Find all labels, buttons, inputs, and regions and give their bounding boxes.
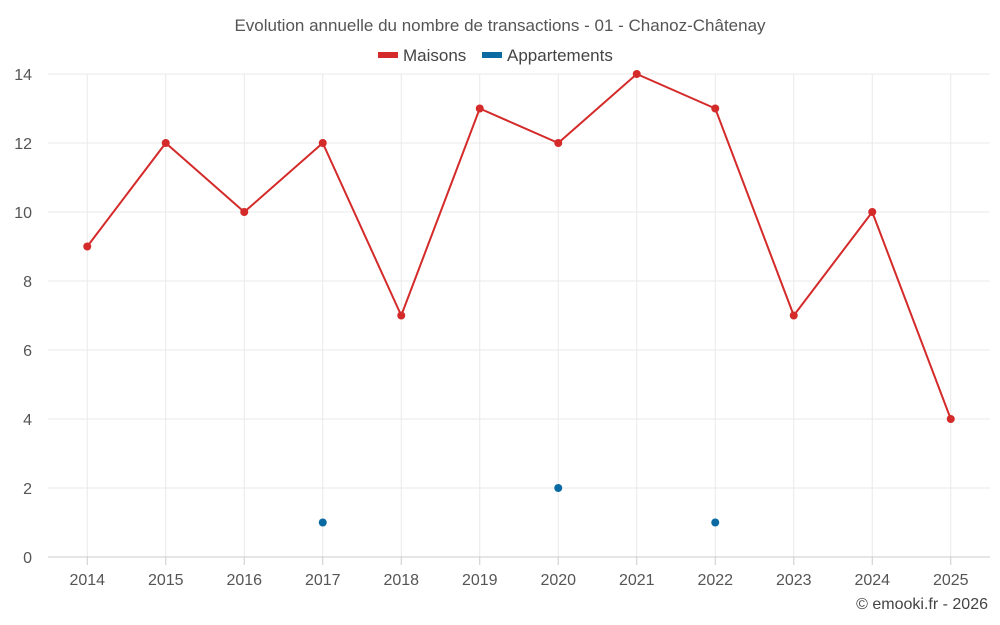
data-point-maisons[interactable] xyxy=(711,104,720,113)
data-point-maisons[interactable] xyxy=(318,139,327,147)
chart-title: Evolution annuelle du nombre de transact… xyxy=(234,16,766,35)
x-tick-label: 2022 xyxy=(697,572,733,589)
data-point-maisons[interactable] xyxy=(632,70,641,78)
axes xyxy=(48,556,990,565)
y-tick-labels: 0 2 4 6 8 10 12 14 xyxy=(14,67,32,567)
y-tick-label: 12 xyxy=(14,136,32,153)
y-tick-label: 6 xyxy=(23,343,32,360)
data-point-maisons[interactable] xyxy=(475,104,484,113)
grid xyxy=(48,73,990,557)
legend-label-maisons: Maisons xyxy=(403,46,466,65)
x-tick-label: 2020 xyxy=(540,572,576,589)
data-point-maisons[interactable] xyxy=(161,139,170,147)
y-tick-label: 2 xyxy=(23,481,32,498)
data-point-appartements[interactable] xyxy=(318,518,327,527)
data-point-appartements[interactable] xyxy=(711,518,720,527)
data-point-appartements[interactable] xyxy=(554,484,563,492)
y-tick-label: 8 xyxy=(23,274,32,291)
x-tick-labels: 2014 2015 2016 2017 2018 2019 2020 2021 2022 2023… xyxy=(69,572,968,589)
series-appartements xyxy=(318,484,720,527)
x-tick-label: 2019 xyxy=(462,572,498,589)
x-tick-label: 2015 xyxy=(148,572,184,589)
x-tick-label: 2023 xyxy=(776,572,812,589)
data-point-maisons[interactable] xyxy=(789,311,798,320)
y-tick-label: 0 xyxy=(23,550,32,567)
legend-label-appartements: Appartements xyxy=(507,46,613,65)
data-point-maisons[interactable] xyxy=(83,242,92,251)
legend-item-maisons[interactable]: Maisons xyxy=(378,46,466,65)
y-tick-label: 10 xyxy=(14,205,32,222)
y-tick-label: 14 xyxy=(14,67,32,84)
series-line-maisons xyxy=(86,73,952,420)
x-tick-label: 2024 xyxy=(854,572,890,589)
x-tick-label: 2018 xyxy=(383,572,419,589)
data-point-maisons[interactable] xyxy=(240,208,249,216)
data-point-maisons[interactable] xyxy=(554,139,563,147)
x-tick-label: 2014 xyxy=(69,572,105,589)
credit-text: © emooki.fr - 2026 xyxy=(856,596,988,613)
x-tick-label: 2016 xyxy=(226,572,262,589)
data-point-maisons[interactable] xyxy=(397,311,406,320)
x-tick-label: 2025 xyxy=(933,572,969,589)
data-point-maisons[interactable] xyxy=(868,208,877,216)
data-point-maisons[interactable] xyxy=(946,415,955,423)
legend-swatch-appartements xyxy=(482,52,502,58)
series-maisons xyxy=(83,70,955,423)
legend-item-appartements[interactable]: Appartements xyxy=(482,46,613,65)
legend-swatch-maisons xyxy=(378,52,398,58)
y-tick-label: 4 xyxy=(23,412,32,429)
legend: Maisons Appartements xyxy=(378,46,613,65)
x-tick-label: 2021 xyxy=(619,572,655,589)
series xyxy=(83,70,955,527)
x-tick-label: 2017 xyxy=(305,572,341,589)
